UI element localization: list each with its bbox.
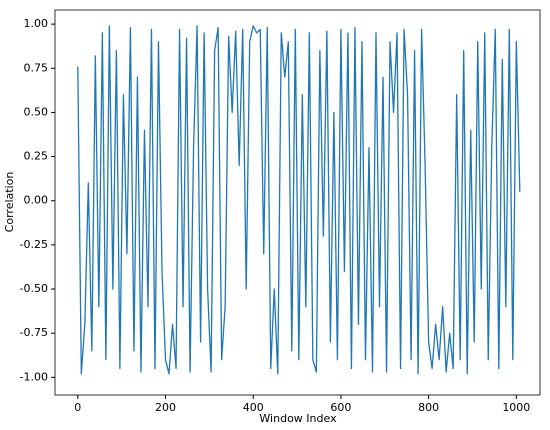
- y-tick-label: 0.25: [24, 150, 49, 163]
- y-tick-label: -0.25: [20, 238, 48, 251]
- y-tick-label: -0.75: [20, 326, 48, 339]
- x-tick-label: 400: [243, 401, 264, 414]
- y-tick-label: -1.00: [20, 370, 48, 383]
- x-tick-label: 800: [418, 401, 439, 414]
- y-tick-label: -0.50: [20, 282, 48, 295]
- x-tick-label: 600: [330, 401, 351, 414]
- x-tick-label: 1000: [502, 401, 530, 414]
- series-line: [77, 25, 521, 375]
- x-tick-label: 200: [155, 401, 176, 414]
- y-axis-label: Correlation: [3, 172, 16, 233]
- y-tick-label: 1.00: [24, 17, 49, 30]
- y-tick-label: 0.75: [24, 61, 49, 74]
- x-tick-label: 0: [74, 401, 81, 414]
- plot-frame: [54, 9, 541, 396]
- y-tick-label: 0.50: [24, 105, 49, 118]
- y-tick-label: 0.00: [24, 194, 49, 207]
- x-axis-label: Window Index: [259, 412, 337, 425]
